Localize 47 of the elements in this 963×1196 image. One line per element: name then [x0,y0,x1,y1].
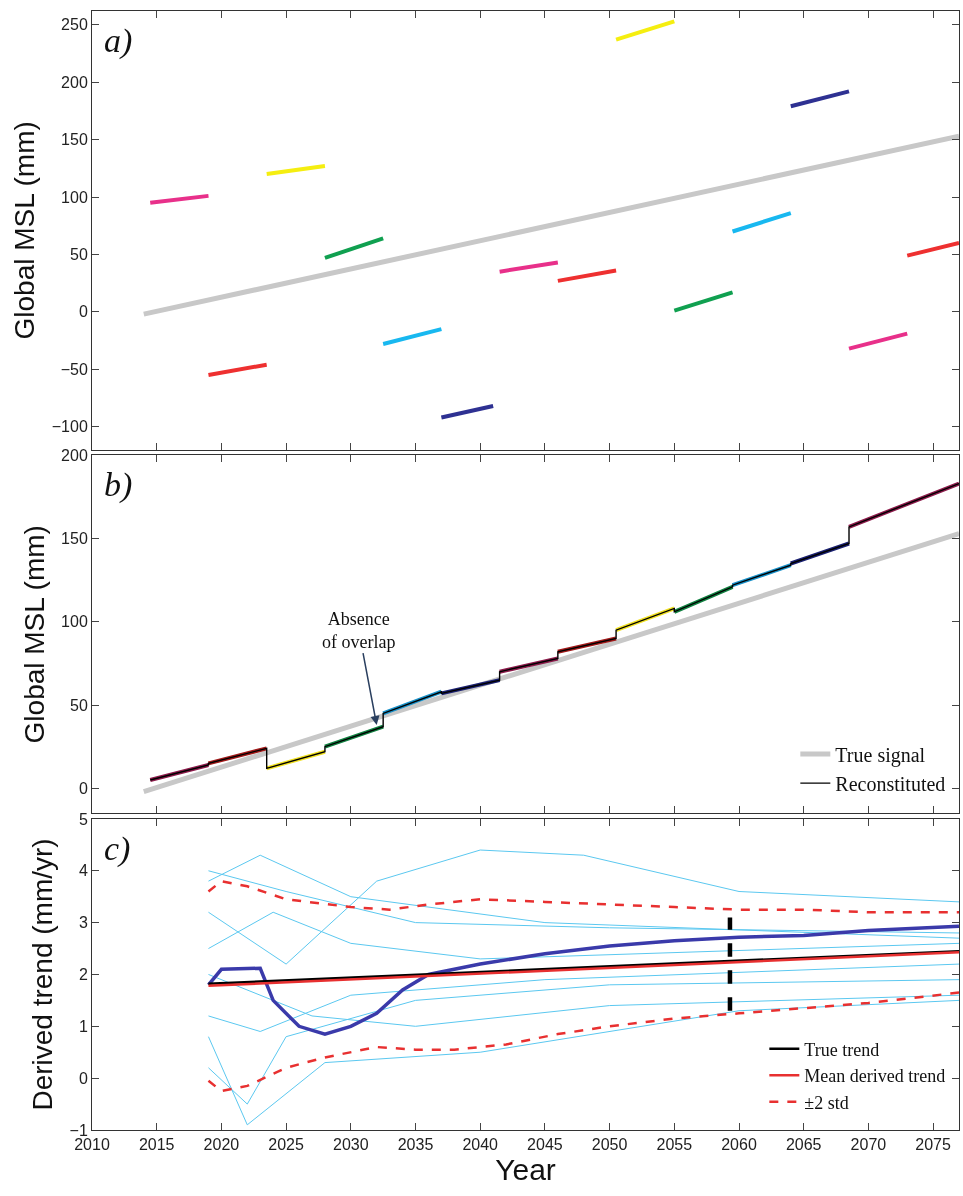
legend-label: True trend [804,1039,880,1060]
y-tick-label: 1 [78,1017,88,1035]
annotation: Absence of overlap [322,609,396,653]
x-tick-label: 2050 [591,1136,628,1154]
annotation: a) [104,22,133,60]
y-axis-title: Global MSL (mm) [9,121,41,340]
annotation: c) [104,830,131,868]
x-tick-label: 2075 [915,1136,952,1154]
y-tick-label: 250 [61,16,88,34]
x-tick-label: 2030 [333,1136,369,1154]
x-tick-label: 2020 [203,1136,240,1154]
y-tick-label: 0 [78,303,88,321]
y-tick-label: −100 [51,418,88,436]
legend-label: ±2 std [804,1092,849,1113]
y-axis-title: Derived trend (mm/yr) [27,838,59,1111]
x-tick-label: 2010 [74,1136,110,1154]
y-tick-label: 100 [61,613,88,631]
x-tick-label: 2015 [138,1136,175,1154]
legend-label: Reconstituted [835,772,946,795]
y-tick-label: 2 [78,966,88,984]
x-tick-label: 2045 [527,1136,563,1154]
y-tick-label: 5 [78,810,88,828]
x-tick-label: 2025 [268,1136,304,1154]
x-tick-label: 2065 [785,1136,822,1154]
y-tick-label: 50 [70,246,88,264]
y-tick-label: 100 [61,188,88,206]
x-tick-label: 2060 [721,1136,757,1154]
y-tick-label: 150 [61,530,88,548]
x-tick-label: 2035 [397,1136,434,1154]
legend-label: True signal [835,743,926,767]
y-tick-label: 50 [70,696,88,714]
x-tick-label: 2070 [850,1136,887,1154]
y-tick-label: 200 [61,73,88,91]
y-tick-label: 150 [61,131,88,149]
y-tick-label: −1 [69,1121,88,1139]
x-axis-title: Year [495,1153,556,1187]
annotation: b) [104,466,133,504]
y-tick-label: 200 [61,446,88,464]
y-axis-title: Global MSL (mm) [18,525,50,744]
y-tick-label: 4 [78,862,88,880]
y-tick-label: 3 [78,914,88,932]
x-tick-label: 2040 [462,1136,499,1154]
y-tick-label: 0 [78,1069,88,1087]
y-tick-label: −50 [60,360,88,378]
x-tick-label: 2055 [656,1136,693,1154]
legend-label: Mean derived trend [804,1066,946,1087]
y-tick-label: 0 [78,779,88,797]
